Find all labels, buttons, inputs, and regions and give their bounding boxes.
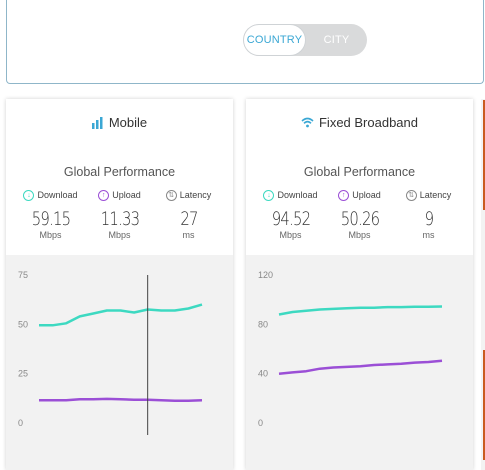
download-unit: Mbps: [279, 230, 302, 240]
location-panel: COUNTRY CITY: [6, 0, 484, 84]
fixed-card-title: Fixed Broadband: [246, 115, 473, 130]
mobile-line-chart[interactable]: 75 50 25 0: [6, 255, 233, 470]
download-arrow-icon: ↓: [263, 189, 275, 201]
upload-value: 50.26: [340, 208, 379, 230]
upload-value: 11.33: [100, 208, 139, 230]
download-arrow-icon: ↓: [23, 189, 35, 201]
download-unit: Mbps: [39, 230, 62, 240]
upload-label: Upload: [112, 190, 141, 200]
fixed-chart[interactable]: 120 80 40 0: [246, 255, 473, 470]
latency-unit: ms: [182, 230, 195, 240]
download-label: Download: [37, 190, 78, 200]
upload-unit: Mbps: [348, 230, 371, 240]
fixed-subtitle: Global Performance: [303, 165, 416, 179]
upload-series-line: [39, 397, 203, 402]
mobile-title-label: Mobile: [108, 115, 148, 130]
country-toggle-button[interactable]: COUNTRY: [243, 24, 306, 56]
mobile-upload-metric: ↑ Upload 11.33 Mbps: [88, 188, 152, 240]
mobile-card-title: Mobile: [6, 115, 233, 130]
upload-arrow-icon: ↑: [338, 189, 350, 201]
upload-label: Upload: [352, 190, 381, 200]
next-card-accent: [483, 100, 485, 210]
y-tick-label: 80: [258, 319, 268, 329]
y-tick-label: 40: [258, 369, 268, 379]
y-tick-label: 25: [18, 369, 28, 379]
next-card-accent-lower: [483, 350, 485, 460]
fixed-broadband-card: Fixed Broadband Global Performance ↓ Dow…: [246, 99, 473, 470]
country-city-toggle[interactable]: COUNTRY CITY: [243, 24, 367, 56]
download-value: 94.52: [271, 208, 310, 230]
mobile-latency-metric: ⇅ Latency 27 ms: [157, 188, 221, 240]
fixed-latency-metric: ⇅ Latency 9 ms: [397, 188, 461, 240]
y-tick-label: 75: [18, 270, 28, 280]
upload-unit: Mbps: [108, 230, 131, 240]
fixed-line-chart[interactable]: 120 80 40 0: [246, 255, 473, 470]
upload-arrow-icon: ↑: [98, 189, 110, 201]
download-series-line: [278, 305, 443, 316]
signal-bars-icon: [91, 116, 103, 129]
y-tick-label: 120: [258, 270, 273, 280]
fixed-download-metric: ↓ Download 94.52 Mbps: [259, 188, 323, 240]
latency-label: Latency: [179, 190, 212, 200]
mobile-download-metric: ↓ Download 59.15 Mbps: [19, 188, 83, 240]
mobile-chart[interactable]: 75 50 25 0: [6, 255, 233, 470]
y-tick-label: 0: [258, 418, 263, 428]
mobile-card: Mobile Global Performance ↓ Download 59.…: [6, 99, 233, 470]
upload-series-line: [278, 359, 443, 375]
mobile-subtitle: Global Performance: [63, 165, 176, 179]
fixed-upload-metric: ↑ Upload 50.26 Mbps: [328, 188, 392, 240]
latency-value: 9: [424, 208, 433, 230]
download-label: Download: [277, 190, 318, 200]
y-tick-label: 0: [18, 418, 23, 428]
wifi-icon: [301, 117, 314, 128]
y-tick-label: 50: [18, 319, 28, 329]
mobile-metrics: ↓ Download 59.15 Mbps ↑ Upload 11.33 Mbp…: [6, 188, 233, 240]
latency-value: 27: [179, 208, 198, 230]
latency-unit: ms: [422, 230, 435, 240]
latency-icon: ⇅: [165, 189, 177, 201]
fixed-title-label: Fixed Broadband: [318, 115, 418, 130]
city-toggle-button[interactable]: CITY: [323, 34, 350, 46]
fixed-metrics: ↓ Download 94.52 Mbps ↑ Upload 50.26 Mbp…: [246, 188, 473, 240]
next-card-edge: [481, 99, 485, 470]
download-value: 59.15: [31, 208, 70, 230]
latency-label: Latency: [419, 190, 452, 200]
download-series-line: [39, 303, 203, 327]
latency-icon: ⇅: [405, 189, 417, 201]
